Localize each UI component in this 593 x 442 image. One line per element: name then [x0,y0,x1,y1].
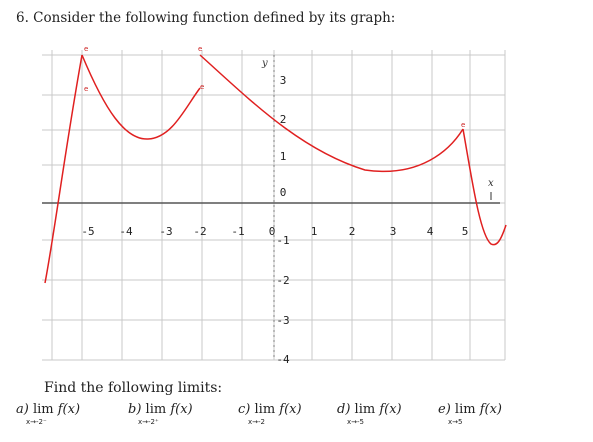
point-marker: e [84,85,88,93]
y-tick-label: 0 [280,186,287,199]
x-tick-label: -4 [119,225,133,238]
x-tick-label: 4 [427,225,434,238]
limit-operator: lim [454,402,480,417]
y-tick-labels: 3 2 1 0 -1 -2 -3 -4 [276,74,290,366]
x-tick-label: -1 [231,225,244,238]
limit-item: c) lim f(x) x→-2 [238,402,302,426]
curve-left-valley [81,54,201,140]
limit-operator: lim [145,402,171,417]
limit-approach: x→-2 [248,418,265,426]
y-tick-label: -3 [276,314,289,327]
limit-letter: a) [16,402,33,417]
limit-function: f(x) [379,402,402,417]
y-tick-label: -1 [276,234,289,247]
limit-operator: lim [354,402,380,417]
point-marker: e [461,121,465,129]
question-title: 6. Consider the following function defin… [16,10,396,26]
y-tick-label: 3 [280,74,287,87]
y-tick-label: 2 [280,113,287,126]
x-tick-label: 0 [269,225,276,238]
curve-left-rise [44,54,83,284]
limit-item: e) lim f(x) x→5 [438,402,502,426]
x-axis-label: x [488,178,494,189]
x-tick-labels: -5 -4 -3 -2 -1 0 1 2 3 4 5 [81,225,468,238]
x-tick-label: -3 [159,225,172,238]
grid-lines [42,50,506,361]
limit-approach: x→-2⁻ [26,418,47,426]
point-markers: e e e e e [84,45,465,129]
limit-approach: x→5 [448,418,463,426]
y-tick-label: -2 [276,274,289,287]
curve-right-drop [462,128,507,246]
limit-item: d) lim f(x) x→-5 [337,402,402,426]
y-tick-label: 1 [280,150,287,163]
y-tick-label: -4 [276,353,290,366]
limit-operator: lim [254,402,280,417]
point-marker: e [198,45,202,53]
limit-function: f(x) [279,402,302,417]
point-marker: e [84,45,88,53]
limit-letter: c) [238,402,255,417]
limit-approach: x→-5 [347,418,364,426]
x-tick-label: 3 [390,225,397,238]
point-marker: e [200,83,204,91]
x-tick-label: -5 [81,225,94,238]
limit-operator: lim [32,402,58,417]
x-tick-label: 2 [349,225,356,238]
limit-function: f(x) [57,402,81,417]
limit-letter: e) [438,402,455,417]
instructions: Find the following limits: [44,380,223,396]
limit-approach: x→-2⁺ [138,418,159,426]
limit-function: f(x) [479,402,502,417]
x-tick-label: 1 [311,225,318,238]
limit-item: a) lim f(x) x→-2⁻ [16,402,81,426]
curve-middle-descent [199,54,464,173]
y-axis-label: y [261,58,268,69]
x-tick-label: 5 [462,225,469,238]
limit-function: f(x) [170,402,193,417]
limit-letter: d) [337,402,355,417]
limit-letter: b) [128,402,146,417]
limit-item: b) lim f(x) x→-2⁺ [128,402,193,426]
x-tick-label: -2 [193,225,206,238]
